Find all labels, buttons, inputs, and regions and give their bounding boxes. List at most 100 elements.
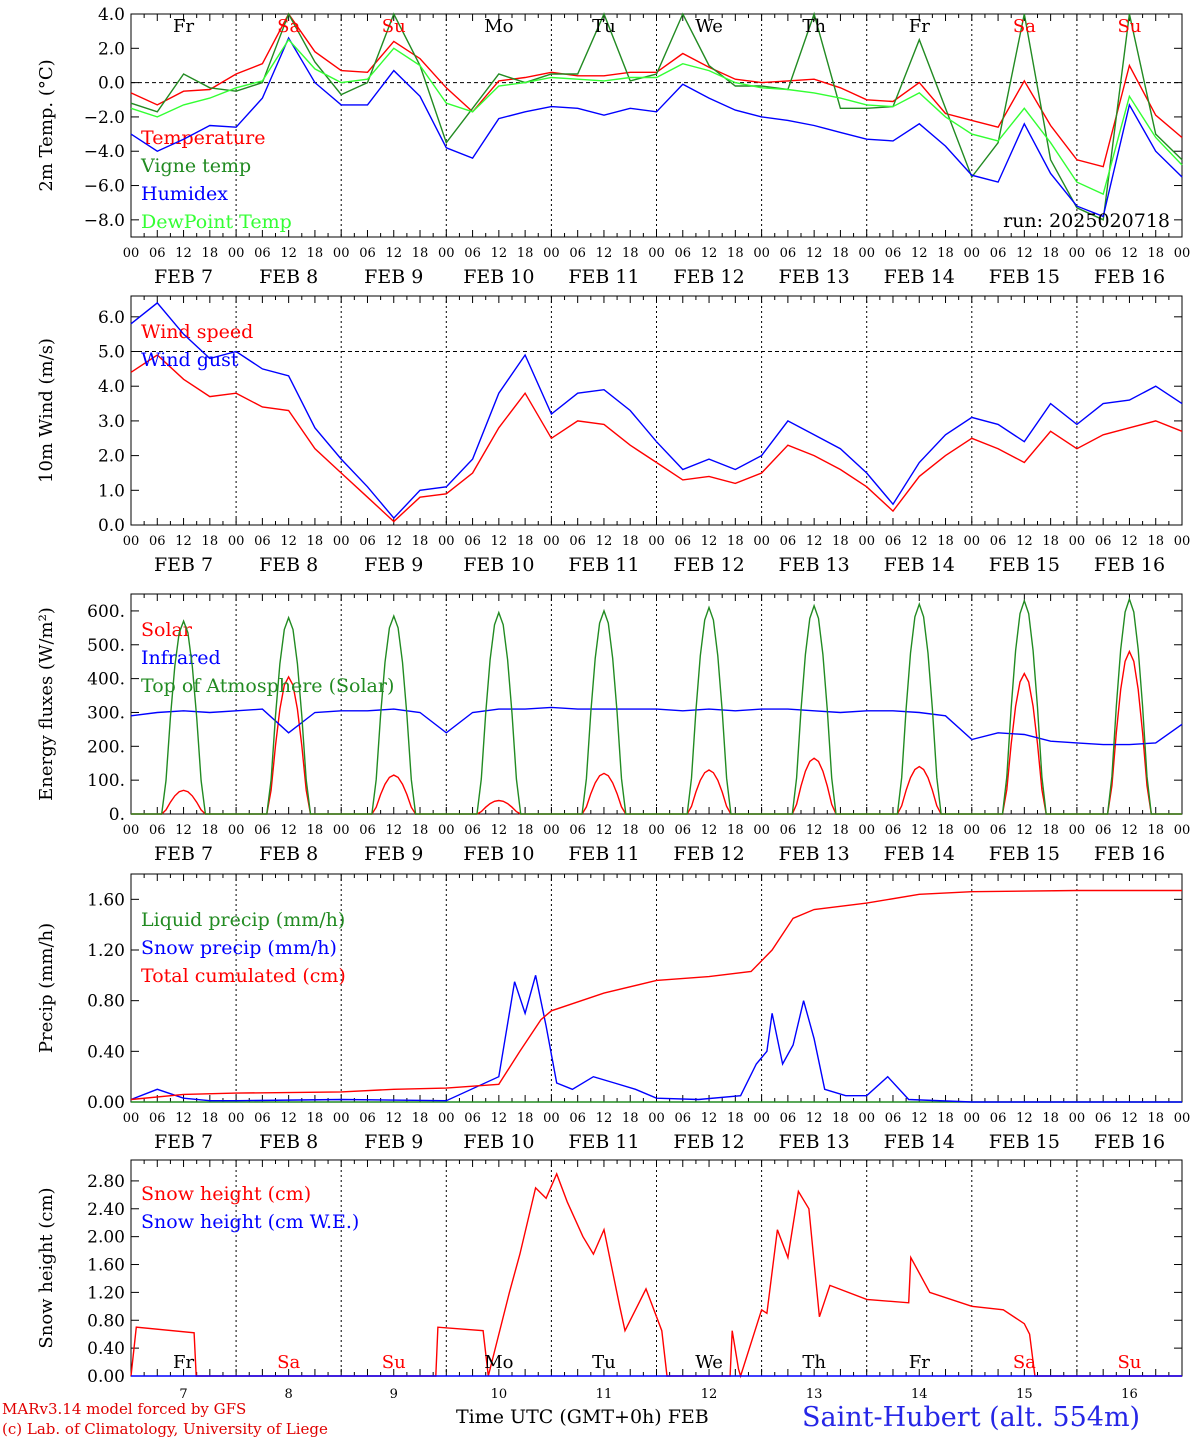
y-tick-label: 400. (87, 670, 125, 690)
weekday-label: Tu (592, 16, 616, 37)
weekday-label: Th (802, 1352, 826, 1373)
hour-tick-label: 12 (1016, 1111, 1033, 1126)
hour-tick-label: 06 (464, 246, 481, 261)
y-tick-label: 0.40 (87, 1339, 125, 1359)
hour-tick-label: 00 (858, 246, 875, 261)
hour-tick-label: 06 (1095, 246, 1112, 261)
y-tick-label: 0.80 (87, 992, 125, 1012)
y-axis-label: Energy fluxes (W/m²) (36, 607, 57, 801)
hour-tick-label: 06 (675, 534, 692, 549)
hour-tick-label: 06 (359, 246, 376, 261)
run-label: run: 2025020718 (1003, 210, 1170, 232)
hour-tick-label: 18 (1147, 534, 1164, 549)
hour-tick-label: 00 (333, 246, 350, 261)
hour-tick-label: 12 (175, 246, 192, 261)
legend-top-of-atmosphere-solar-: Top of Atmosphere (Solar) (141, 675, 394, 697)
y-tick-label: 1.20 (87, 941, 125, 961)
weekday-label: Su (382, 16, 406, 37)
hour-tick-label: 18 (1042, 246, 1059, 261)
date-label: FEB 12 (673, 843, 744, 865)
date-label: FEB 11 (568, 554, 639, 576)
hour-tick-label: 12 (596, 1111, 613, 1126)
hour-tick-label: 00 (648, 1111, 665, 1126)
weekday-label: Sa (277, 1352, 300, 1373)
hour-tick-label: 12 (280, 823, 297, 838)
hour-tick-label: 18 (937, 1111, 954, 1126)
y-tick-label: 2.0 (98, 447, 125, 467)
hour-tick-label: 06 (675, 1111, 692, 1126)
date-label: FEB 16 (1094, 266, 1165, 288)
date-label: FEB 16 (1094, 1131, 1165, 1153)
hour-tick-label: 00 (333, 823, 350, 838)
hour-tick-label: 06 (675, 823, 692, 838)
y-tick-label: 2.80 (87, 1172, 125, 1192)
y-tick-label: 4.0 (98, 5, 125, 25)
hour-tick-label: 12 (701, 534, 718, 549)
day-number-label: 8 (285, 1387, 293, 1402)
hour-tick-label: 18 (832, 246, 849, 261)
weekday-label: Fr (909, 16, 930, 37)
hour-tick-label: 18 (412, 246, 429, 261)
hour-tick-label: 00 (543, 246, 560, 261)
date-label: FEB 16 (1094, 843, 1165, 865)
hour-tick-label: 00 (858, 534, 875, 549)
hour-tick-label: 12 (1121, 823, 1138, 838)
date-label: FEB 15 (989, 843, 1060, 865)
weekday-label: Th (802, 16, 826, 37)
weekday-label: Mo (484, 1352, 513, 1373)
y-axis-label: Snow height (cm) (36, 1187, 57, 1348)
hour-tick-label: 12 (911, 246, 928, 261)
hour-tick-label: 06 (254, 1111, 271, 1126)
hour-tick-label: 00 (1069, 1111, 1086, 1126)
hour-tick-label: 18 (517, 1111, 534, 1126)
legend-infrared: Infrared (141, 647, 221, 669)
hour-tick-label: 18 (307, 823, 324, 838)
series-line-dewpoint-temp (130, 38, 1183, 196)
date-label: FEB 8 (259, 843, 318, 865)
y-tick-label: −2.0 (84, 108, 125, 128)
weekday-label: Fr (909, 1352, 930, 1373)
hour-tick-label: 06 (149, 534, 166, 549)
hour-tick-label: 00 (123, 1111, 140, 1126)
date-label: FEB 14 (884, 843, 955, 865)
hour-tick-label: 12 (1121, 246, 1138, 261)
y-tick-label: −8.0 (84, 211, 125, 231)
y-axis-label: 2m Temp. (°C) (36, 59, 57, 191)
hour-tick-label: 18 (727, 823, 744, 838)
series-line-snow-precip-mm-h- (130, 975, 1182, 1103)
hour-tick-label: 06 (990, 823, 1007, 838)
hour-tick-label: 18 (727, 534, 744, 549)
date-label: FEB 13 (779, 1131, 850, 1153)
hour-tick-label: 06 (254, 534, 271, 549)
hour-tick-label: 00 (228, 1111, 245, 1126)
date-label: FEB 7 (154, 554, 213, 576)
hour-tick-label: 00 (753, 534, 770, 549)
hour-tick-label: 06 (359, 1111, 376, 1126)
legend-wind-gust: Wind gust (141, 349, 239, 371)
legend-solar: Solar (141, 619, 193, 641)
hour-tick-label: 18 (412, 534, 429, 549)
hour-tick-label: 18 (517, 246, 534, 261)
legend-dewpoint-temp: DewPoint Temp (141, 211, 292, 233)
weekday-label: Mo (484, 16, 513, 37)
hour-tick-label: 12 (806, 1111, 823, 1126)
y-tick-label: 1.0 (98, 481, 125, 501)
y-tick-label: 2.40 (87, 1200, 125, 1220)
hour-tick-label: 06 (254, 823, 271, 838)
weekday-label: We (695, 16, 723, 37)
hour-tick-label: 12 (280, 246, 297, 261)
hour-tick-label: 12 (385, 246, 402, 261)
legend-vigne-temp: Vigne temp (140, 155, 251, 177)
hour-tick-label: 06 (569, 1111, 586, 1126)
weekday-label: Su (382, 1352, 406, 1373)
series-line-wind-gust (130, 301, 1183, 520)
hour-tick-label: 00 (858, 1111, 875, 1126)
hour-tick-label: 06 (464, 534, 481, 549)
hour-tick-label: 18 (832, 823, 849, 838)
hour-tick-label: 00 (1174, 823, 1191, 838)
date-label: FEB 7 (154, 1131, 213, 1153)
hour-tick-label: 00 (123, 534, 140, 549)
hour-tick-label: 06 (149, 246, 166, 261)
y-tick-label: 0.80 (87, 1311, 125, 1331)
hour-tick-label: 18 (307, 534, 324, 549)
